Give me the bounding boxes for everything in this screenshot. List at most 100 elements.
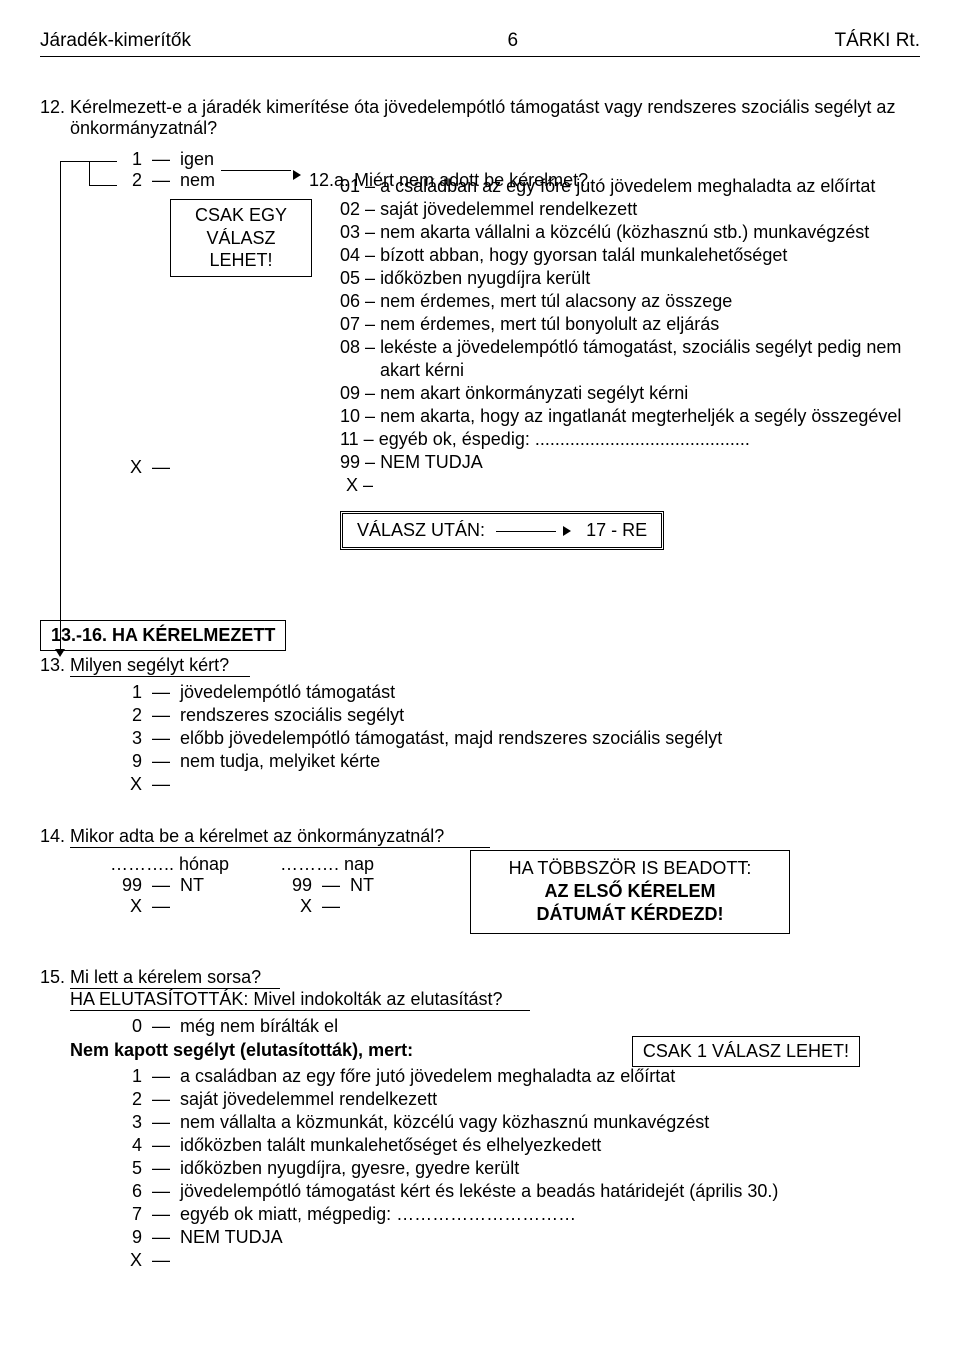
q14-instruction-box: HA TÖBBSZÖR IS BEADOTT: AZ ELSŐ KÉRELEM …: [470, 850, 790, 934]
dash-icon: —: [322, 875, 350, 896]
dash-icon: —: [152, 1112, 180, 1133]
option-number: 2: [110, 705, 152, 726]
q15-option-7[interactable]: 7—egyéb ok miatt, mégpedig: …………………………: [110, 1203, 920, 1226]
q14-month-x[interactable]: X—: [110, 896, 280, 917]
option-label: nem tudja, melyiket kérte: [180, 751, 380, 772]
reason-num: 05 –: [340, 268, 375, 288]
header-right: TÁRKI Rt.: [834, 30, 920, 52]
after-answer-label: VÁLASZ UTÁN:: [357, 520, 485, 540]
option-label: időközben nyugdíjra, gyesre, gyedre kerü…: [180, 1158, 519, 1179]
one-answer-box: CSAK 1 VÁLASZ LEHET!: [632, 1036, 860, 1067]
reason-text: bízott abban, hogy gyorsan talál munkale…: [380, 245, 787, 265]
option-number: 9: [110, 1227, 152, 1248]
reason-03[interactable]: 03 – nem akarta vállalni a közcélú (közh…: [340, 221, 901, 244]
q12-number: 12.: [40, 97, 65, 117]
reason-text: egyéb ok, éspedig: .....................…: [379, 429, 750, 449]
reason-08-cont: akart kérni: [340, 359, 901, 382]
q14-month-nt[interactable]: 99—NT: [110, 875, 280, 896]
header-left: Járadék-kimerítők: [40, 30, 191, 52]
day-input[interactable]: ………. nap: [280, 854, 450, 875]
q15-question: Mi lett a kérelem sorsa?: [70, 967, 280, 989]
arrowhead-down-icon: [55, 649, 65, 657]
reason-num: 01 –: [340, 176, 375, 196]
dash-icon: —: [152, 1158, 180, 1179]
dash-icon: —: [152, 896, 180, 917]
reason-text: lekéste a jövedelempótló támogatást, szo…: [380, 337, 901, 357]
q15-option-0[interactable]: 0—még nem bírálták el: [110, 1015, 920, 1038]
dash-icon: —: [152, 728, 180, 749]
month-input[interactable]: ……….. hónap: [110, 854, 280, 875]
header-center: 6: [507, 30, 518, 52]
q15: 15. Mi lett a kérelem sorsa? HA ELUTASÍT…: [40, 967, 920, 1272]
option-label: egyéb ok miatt, mégpedig: …………………………: [180, 1204, 576, 1225]
option-number: 1: [110, 149, 152, 170]
q15-option-4[interactable]: 4—időközben talált munkalehetőséget és e…: [110, 1134, 920, 1157]
q12-text: 12. Kérelmezett-e a járadék kimerítése ó…: [40, 97, 920, 139]
reason-08[interactable]: 08 – lekéste a jövedelempótló támogatást…: [340, 336, 901, 359]
q15-option-2[interactable]: 2—saját jövedelemmel rendelkezett: [110, 1088, 920, 1111]
reason-num: 06 –: [340, 291, 375, 311]
reason-num: X –: [346, 475, 373, 495]
reason-02[interactable]: 02 – saját jövedelemmel rendelkezett: [340, 198, 901, 221]
option-number: 3: [110, 728, 152, 749]
option-label: rendszeres szociális segélyt: [180, 705, 404, 726]
q14-day-x[interactable]: X—: [280, 896, 450, 917]
reason-text: nem akarta, hogy az ingatlanát megterhel…: [380, 406, 901, 426]
dash-icon: —: [152, 1016, 180, 1037]
flow-line: [60, 161, 89, 162]
reason-99[interactable]: 99 – NEM TUDJA: [340, 451, 901, 474]
option-label: jövedelempótló támogatást: [180, 682, 395, 703]
q15-option-x[interactable]: X—: [110, 1249, 920, 1272]
after-answer-box: VÁLASZ UTÁN: 17 - RE: [340, 511, 664, 550]
reason-05[interactable]: 05 – időközben nyugdíjra került: [340, 267, 901, 290]
one-answer-line: LEHET!: [181, 249, 301, 272]
one-answer-line: VÁLASZ: [181, 227, 301, 250]
reason-06[interactable]: 06 – nem érdemes, mert túl alacsony az ö…: [340, 290, 901, 313]
q13-option-3[interactable]: 3—előbb jövedelempótló támogatást, majd …: [110, 727, 920, 750]
reason-text: akart kérni: [380, 360, 464, 380]
dash-icon: —: [152, 774, 180, 795]
one-answer-line: CSAK EGY: [181, 204, 301, 227]
reason-num: 03 –: [340, 222, 375, 242]
q13-option-2[interactable]: 2—rendszeres szociális segélyt: [110, 704, 920, 727]
q15-option-6[interactable]: 6—jövedelempótló támogatást kért és leké…: [110, 1180, 920, 1203]
reason-text: a családban az egy főre jutó jövedelem m…: [380, 176, 875, 196]
q15-option-9[interactable]: 9—NEM TUDJA: [110, 1226, 920, 1249]
option-number: X: [280, 896, 322, 917]
after-answer-target: 17 - RE: [586, 520, 647, 540]
q13-question: Milyen segélyt kért?: [70, 655, 250, 677]
reason-x[interactable]: X –: [340, 474, 901, 497]
q14-box-line: HA TÖBBSZÖR IS BEADOTT:: [485, 857, 775, 880]
dash-icon: —: [152, 1204, 180, 1225]
section-label: 13.-16. HA KÉRELMEZETT: [51, 625, 275, 645]
q13-option-9[interactable]: 9—nem tudja, melyiket kérte: [110, 750, 920, 773]
arrowhead-right-icon: [563, 526, 571, 536]
option-number: 99: [280, 875, 322, 896]
q12-option-1[interactable]: 1 — igen: [110, 149, 920, 170]
q13-option-1[interactable]: 1—jövedelempótló támogatást: [110, 681, 920, 704]
reason-num: 08 –: [340, 337, 375, 357]
q15-rejection-header: Nem kapott segélyt (elutasították), mert…: [70, 1040, 413, 1060]
dash-icon: —: [152, 149, 180, 170]
arrow-right-icon: [221, 170, 291, 171]
reason-text: saját jövedelemmel rendelkezett: [380, 199, 637, 219]
reason-10[interactable]: 10 – nem akarta, hogy az ingatlanát megt…: [340, 405, 901, 428]
option-number: X: [110, 457, 152, 478]
dash-icon: —: [152, 1089, 180, 1110]
q15-option-1[interactable]: 1—a családban az egy főre jutó jövedelem…: [110, 1065, 920, 1088]
dash-icon: —: [322, 896, 350, 917]
reason-07[interactable]: 07 – nem érdemes, mert túl bonyolult az …: [340, 313, 901, 336]
reason-11[interactable]: 11 – egyéb ok, éspedig: ................…: [340, 428, 901, 451]
reason-01[interactable]: 01 – a családban az egy főre jutó jövede…: [340, 175, 901, 198]
reason-04[interactable]: 04 – bízott abban, hogy gyorsan talál mu…: [340, 244, 901, 267]
reason-num: 07 –: [340, 314, 375, 334]
q13-option-x[interactable]: X—: [110, 773, 920, 796]
dash-icon: —: [152, 170, 180, 191]
q15-subquestion: HA ELUTASÍTOTTÁK: Mivel indokolták az el…: [70, 989, 530, 1011]
option-number: X: [110, 774, 152, 795]
q13-number: 13.: [40, 655, 65, 675]
q14-day-nt[interactable]: 99—NT: [280, 875, 450, 896]
reason-09[interactable]: 09 – nem akart önkormányzati segélyt kér…: [340, 382, 901, 405]
q15-option-3[interactable]: 3—nem vállalta a közmunkát, közcélú vagy…: [110, 1111, 920, 1134]
q15-option-5[interactable]: 5—időközben nyugdíjra, gyesre, gyedre ke…: [110, 1157, 920, 1180]
